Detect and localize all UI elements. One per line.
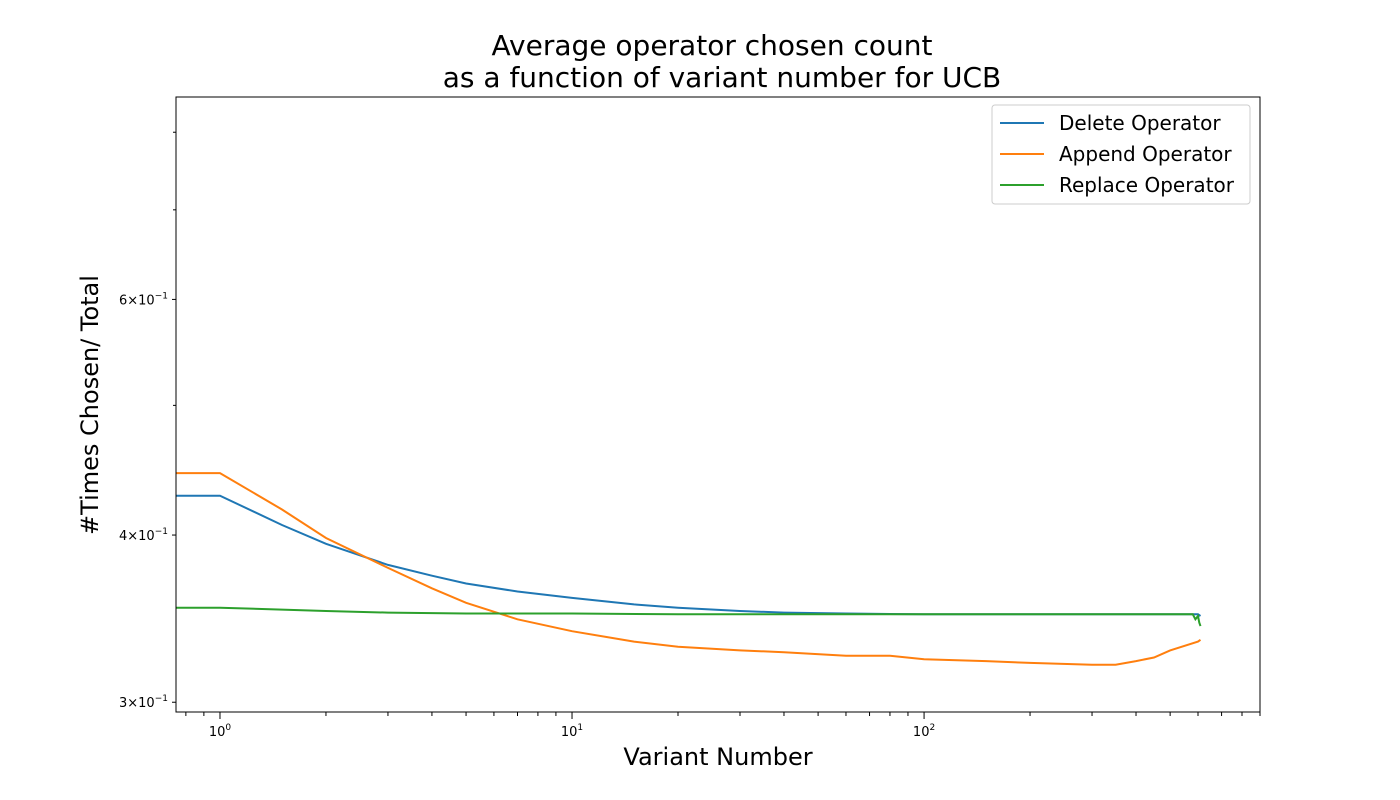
series-line-replace-operator xyxy=(176,606,1202,627)
legend-label: Delete Operator xyxy=(1059,111,1221,135)
y-axis-label: #Times Chosen/ Total xyxy=(76,275,104,535)
y-tick-label: 3×10−1 xyxy=(119,694,168,711)
x-axis-label: Variant Number xyxy=(623,743,812,771)
x-tick-label: 102 xyxy=(913,723,935,740)
legend: Delete Operator Append Operator Replace Op… xyxy=(991,104,1251,205)
legend-box xyxy=(991,104,1251,205)
legend-label: Replace Operator xyxy=(1059,173,1235,197)
chart-title-line2: as a function of variant number for UCB xyxy=(443,61,1002,94)
plot-area xyxy=(175,96,1261,713)
y-axis: 3×10−1 4×10−1 6×10−1 xyxy=(119,131,176,711)
x-tick-label: 100 xyxy=(209,723,232,740)
legend-label: Append Operator xyxy=(1059,142,1232,166)
x-tick-label: 101 xyxy=(561,723,583,740)
plot-frame xyxy=(175,96,1261,713)
y-tick-label: 6×10−1 xyxy=(119,291,168,308)
x-axis: 100 101 102 xyxy=(185,712,1261,740)
series-line-delete-operator xyxy=(176,494,1202,617)
series-line-append-operator xyxy=(176,472,1202,666)
chart-title-line1: Average operator chosen count xyxy=(492,29,933,62)
series-group xyxy=(176,472,1202,666)
y-tick-label: 4×10−1 xyxy=(119,527,168,544)
